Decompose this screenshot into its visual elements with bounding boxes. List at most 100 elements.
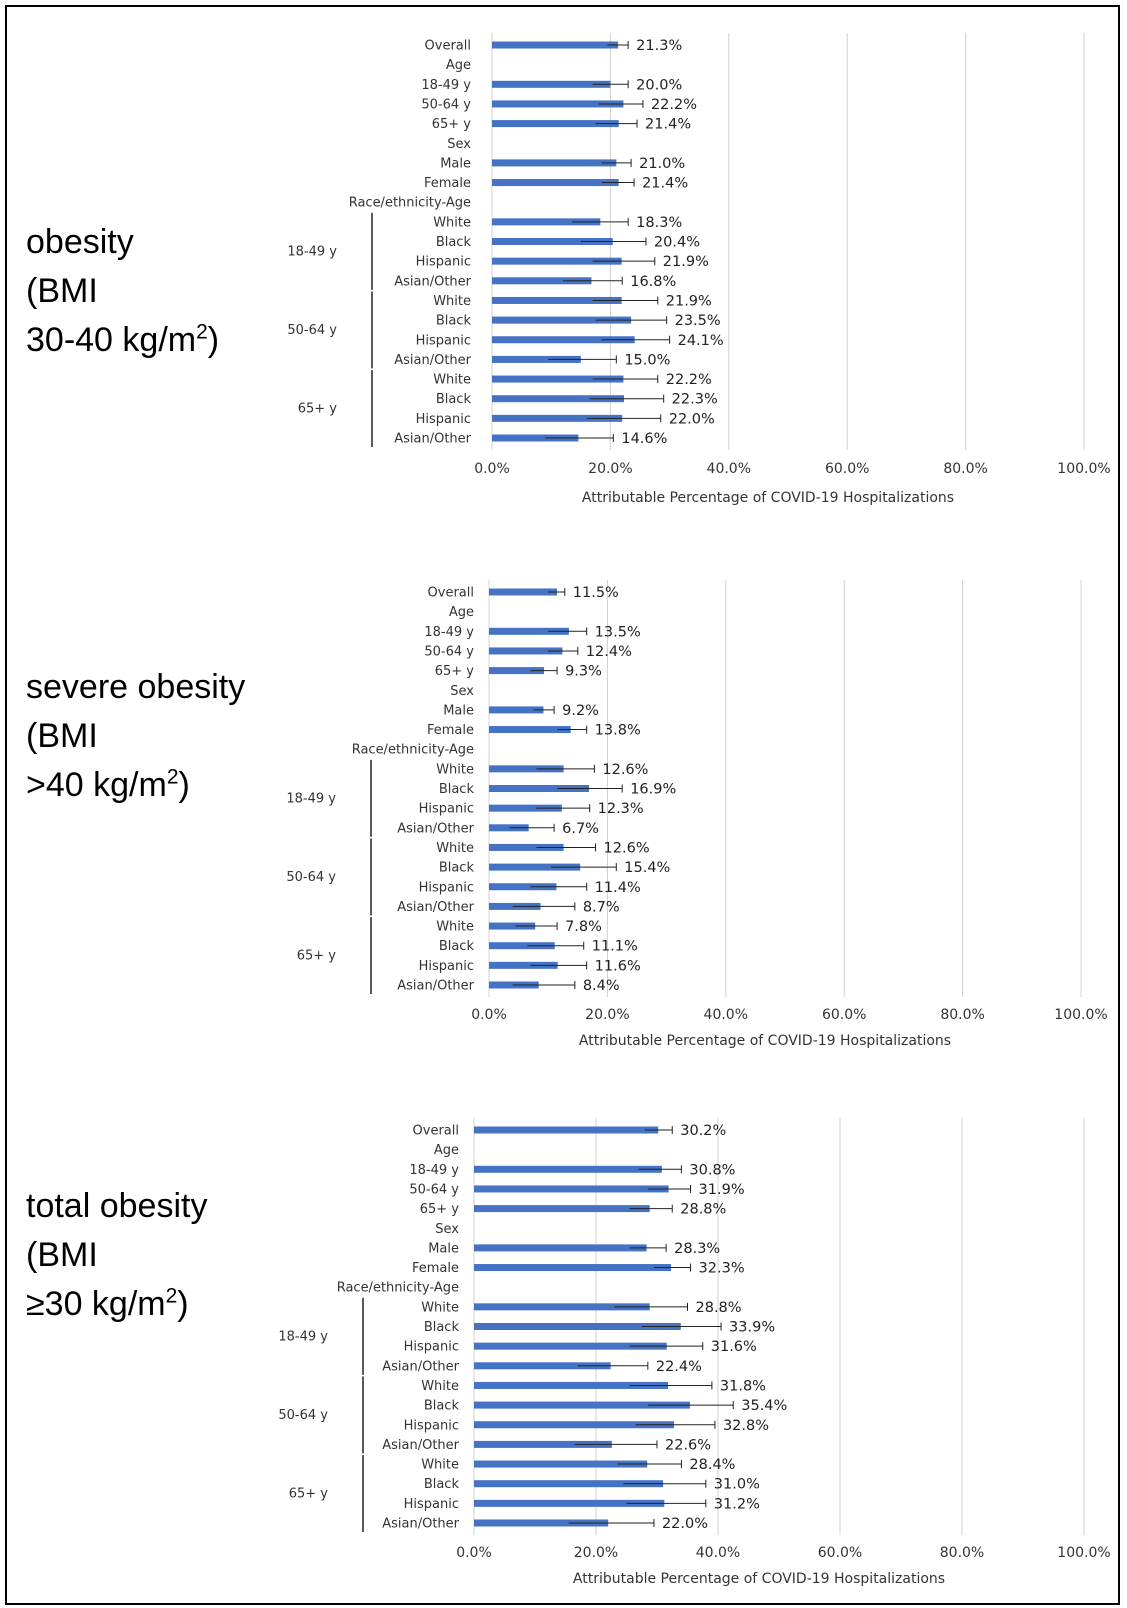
data-label: 22.2% <box>666 372 712 388</box>
data-label: 12.4% <box>586 644 632 660</box>
group-label: 18-49 y <box>287 244 337 259</box>
data-label: 21.4% <box>642 176 688 192</box>
category-label: White <box>421 1379 459 1394</box>
group-label: 50-64 y <box>286 870 336 885</box>
bar <box>474 1303 650 1311</box>
category-label: Male <box>440 156 471 171</box>
data-label: 6.7% <box>562 821 599 837</box>
data-label: 16.8% <box>630 274 676 290</box>
bar <box>474 1185 669 1193</box>
bar <box>474 1480 664 1488</box>
category-label: Overall <box>413 1124 459 1139</box>
data-label: 31.8% <box>720 1378 766 1394</box>
category-label: 18-49 y <box>409 1163 459 1178</box>
data-label: 21.3% <box>636 38 682 54</box>
bar <box>474 1165 662 1173</box>
category-label: White <box>436 920 474 935</box>
bar <box>474 1323 681 1330</box>
bar <box>492 434 579 442</box>
category-label: 50-64 y <box>409 1182 459 1197</box>
panel-title-severe-obesity: severe obesity (BMI >40 kg/m2) <box>26 663 296 810</box>
category-label: Black <box>436 235 472 250</box>
data-label: 31.9% <box>699 1182 745 1198</box>
category-label: Asian/Other <box>397 821 474 836</box>
category-label: White <box>421 1458 459 1473</box>
bar <box>492 159 617 167</box>
panel-title-line: 30-40 kg/m2) <box>26 320 220 359</box>
panel-title-line: total obesity <box>26 1187 208 1225</box>
bar <box>492 355 581 363</box>
data-label: 35.4% <box>741 1398 787 1414</box>
panel-title-line: >40 kg/m2) <box>26 765 190 804</box>
bar <box>492 120 619 128</box>
group-label: 65+ y <box>289 1487 329 1502</box>
category-label: White <box>433 294 471 309</box>
x-tick-label: 60.0% <box>818 1545 862 1561</box>
category-label: Hispanic <box>419 959 474 974</box>
data-label: 22.0% <box>662 1516 708 1532</box>
category-label: Overall <box>428 586 474 601</box>
bar <box>474 1519 609 1527</box>
x-tick-label: 100.0% <box>1054 1007 1107 1023</box>
category-label: Asian/Other <box>394 274 471 289</box>
data-label: 31.2% <box>714 1496 760 1512</box>
category-label: 18-49 y <box>421 78 471 93</box>
bar <box>489 647 563 655</box>
x-tick-label: 80.0% <box>943 461 987 477</box>
category-label: Age <box>449 605 474 620</box>
category-label: Black <box>436 392 472 407</box>
panel-title-line: (BMI <box>26 1236 98 1274</box>
bar <box>492 296 622 304</box>
x-tick-label: 80.0% <box>940 1545 984 1561</box>
bar <box>474 1362 611 1370</box>
x-tick-label: 0.0% <box>471 1007 507 1023</box>
category-label: 65+ y <box>420 1202 460 1217</box>
category-label: Age <box>446 58 471 73</box>
category-label: Hispanic <box>419 802 474 817</box>
group-label: 50-64 y <box>287 323 337 338</box>
data-label: 22.4% <box>656 1359 702 1375</box>
x-tick-label: 20.0% <box>574 1545 618 1561</box>
bar <box>489 627 569 635</box>
bar <box>492 316 632 324</box>
bar <box>489 824 529 832</box>
bar <box>474 1244 647 1252</box>
bar <box>489 804 562 812</box>
data-label: 9.3% <box>565 664 602 680</box>
bar <box>489 667 545 675</box>
bar <box>489 785 590 792</box>
bar <box>474 1499 665 1507</box>
bar <box>474 1264 672 1272</box>
category-label: Male <box>443 703 474 718</box>
category-label: 65+ y <box>435 664 475 679</box>
data-label: 9.2% <box>562 703 599 719</box>
panel-title-line: severe obesity <box>26 668 246 706</box>
data-label: 22.0% <box>669 411 715 427</box>
x-tick-label: 60.0% <box>822 1007 866 1023</box>
category-label: Sex <box>447 137 471 152</box>
data-label: 24.1% <box>678 333 724 349</box>
bar <box>489 843 564 851</box>
data-label: 23.5% <box>675 313 721 329</box>
x-tick-label: 40.0% <box>696 1545 740 1561</box>
data-label: 16.9% <box>630 782 676 798</box>
category-label: Sex <box>450 684 474 699</box>
data-label: 8.4% <box>583 978 620 994</box>
category-label: Race/ethnicity-Age <box>337 1281 459 1296</box>
data-label: 22.3% <box>672 392 718 408</box>
category-label: Race/ethnicity-Age <box>349 196 471 211</box>
bar <box>474 1342 667 1350</box>
data-label: 12.3% <box>598 801 644 817</box>
bar <box>492 277 592 285</box>
category-label: Male <box>428 1241 459 1256</box>
x-tick-label: 100.0% <box>1057 461 1110 477</box>
data-label: 28.8% <box>696 1300 742 1316</box>
category-label: Asian/Other <box>394 353 471 368</box>
data-label: 13.5% <box>595 624 641 640</box>
bar <box>474 1421 675 1429</box>
data-label: 15.4% <box>624 860 670 876</box>
category-label: Hispanic <box>416 333 471 348</box>
x-axis-label: Attributable Percentage of COVID-19 Hosp… <box>573 1571 945 1587</box>
x-axis-label: Attributable Percentage of COVID-19 Hosp… <box>582 490 954 506</box>
category-label: Asian/Other <box>382 1359 459 1374</box>
